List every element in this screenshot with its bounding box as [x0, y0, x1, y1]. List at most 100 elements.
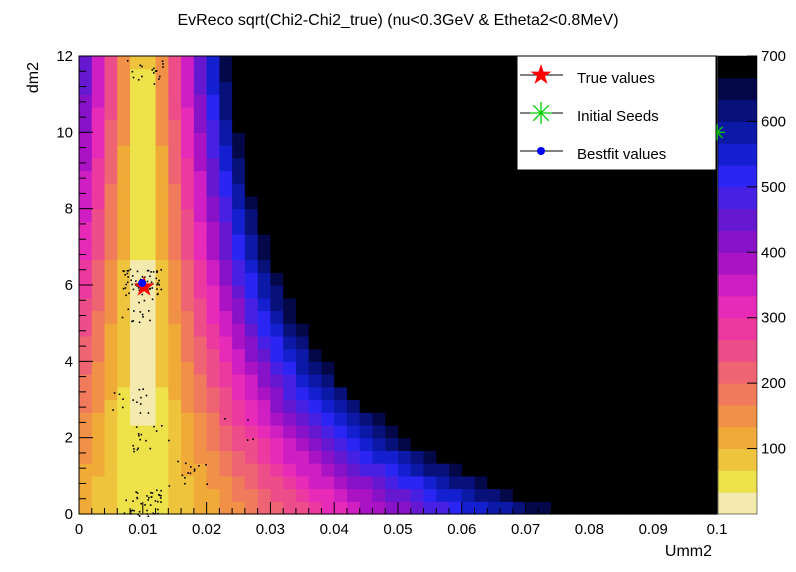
heatmap-cell	[538, 424, 552, 439]
bestfit-scatter-dot	[351, 75, 353, 77]
heatmap-cell	[321, 68, 335, 83]
heatmap-cell	[257, 475, 271, 490]
heatmap-cell	[589, 501, 603, 515]
heatmap-cell	[538, 285, 552, 299]
heatmap-cell	[576, 335, 590, 350]
heatmap-cell	[525, 208, 539, 222]
heatmap-cell	[563, 323, 578, 337]
heatmap-cell	[538, 323, 552, 337]
heatmap-cell	[385, 374, 399, 388]
heatmap-cell	[474, 424, 488, 439]
bestfit-scatter-dot	[152, 512, 154, 515]
heatmap-cell	[181, 221, 195, 235]
x-axis-tick-label: 0.03	[256, 521, 285, 538]
heatmap-cell	[487, 81, 501, 95]
heatmap-cell	[193, 195, 208, 210]
heatmap-cell	[551, 221, 565, 235]
heatmap-cell	[168, 145, 182, 159]
heatmap-cell	[398, 81, 412, 95]
heatmap-cell	[308, 437, 323, 451]
heatmap-cell	[487, 297, 501, 312]
heatmap-cell	[359, 463, 374, 477]
heatmap-cell	[398, 297, 412, 312]
heatmap-cell	[461, 285, 476, 299]
heatmap-cell	[321, 208, 335, 222]
heatmap-cell	[576, 501, 590, 515]
heatmap-cell	[206, 335, 220, 350]
heatmap-cell	[79, 399, 93, 413]
heatmap-cell	[104, 106, 118, 121]
heatmap-cell	[512, 246, 527, 261]
bestfit-scatter-dot	[126, 60, 129, 62]
heatmap-cell	[704, 424, 718, 439]
heatmap-cell	[193, 183, 208, 197]
heatmap-cell	[576, 412, 590, 426]
heatmap-cell	[551, 386, 565, 401]
heatmap-cell	[691, 208, 705, 222]
heatmap-cell	[283, 323, 297, 337]
heatmap-cell	[79, 68, 93, 83]
bestfit-scatter-dot	[140, 433, 143, 436]
heatmap-cell	[589, 399, 603, 413]
heatmap-cell	[500, 145, 514, 159]
heatmap-cell	[461, 450, 476, 464]
heatmap-cell	[487, 157, 501, 172]
heatmap-cell	[321, 424, 335, 439]
heatmap-cell	[487, 285, 501, 299]
heatmap-cell	[244, 348, 259, 362]
heatmap-cell	[91, 119, 106, 133]
heatmap-cell	[104, 361, 118, 375]
heatmap-cell	[168, 157, 182, 172]
heatmap-cell	[474, 246, 488, 261]
heatmap-cell	[385, 208, 399, 222]
heatmap-cell	[232, 68, 246, 83]
heatmap-cell	[91, 297, 106, 312]
heatmap-cell	[436, 195, 450, 210]
heatmap-cell	[423, 374, 437, 388]
heatmap-cell	[410, 488, 425, 502]
bestfit-scatter-dot	[224, 418, 226, 420]
heatmap-cell	[653, 335, 667, 350]
heatmap-cell	[525, 437, 539, 451]
heatmap-cell	[602, 297, 616, 312]
heatmap-cell	[487, 310, 501, 324]
heatmap-cell	[244, 106, 259, 121]
heatmap-cell	[130, 323, 144, 337]
bestfit-scatter-dot	[158, 75, 161, 78]
heatmap-cell	[130, 259, 144, 273]
heatmap-cell	[436, 463, 450, 477]
heatmap-cell	[436, 399, 450, 413]
heatmap-cell	[525, 195, 539, 210]
heatmap-cell	[525, 272, 539, 286]
bestfit-scatter-dot	[130, 510, 132, 512]
heatmap-cell	[270, 310, 284, 324]
heatmap-cell	[474, 488, 488, 502]
heatmap-cell	[346, 297, 361, 312]
heatmap-cell	[219, 501, 233, 515]
heatmap-cell	[206, 94, 220, 108]
heatmap-cell	[461, 106, 476, 121]
heatmap-cell	[155, 488, 169, 502]
heatmap-cell	[142, 335, 157, 350]
heatmap-cell	[346, 501, 361, 515]
heatmap-cell	[372, 285, 386, 299]
bestfit-scatter-dot	[153, 72, 155, 74]
heatmap-cell	[385, 310, 399, 324]
heatmap-cell	[576, 208, 590, 222]
heatmap-cell	[270, 424, 284, 439]
heatmap-cell	[500, 56, 514, 70]
bestfit-scatter-dot	[138, 321, 141, 324]
heatmap-cell	[487, 170, 501, 184]
heatmap-cell	[410, 94, 425, 108]
heatmap-cell	[79, 259, 93, 273]
heatmap-cell	[79, 450, 93, 464]
bestfit-scatter-dot	[136, 448, 139, 451]
heatmap-cell	[206, 195, 220, 210]
heatmap-cell	[219, 272, 233, 286]
heatmap-cell	[410, 157, 425, 172]
heatmap-cell	[640, 335, 654, 350]
heatmap-cell	[283, 348, 297, 362]
heatmap-cell	[640, 399, 654, 413]
heatmap-cell	[602, 386, 616, 401]
heatmap-cell	[295, 246, 310, 261]
